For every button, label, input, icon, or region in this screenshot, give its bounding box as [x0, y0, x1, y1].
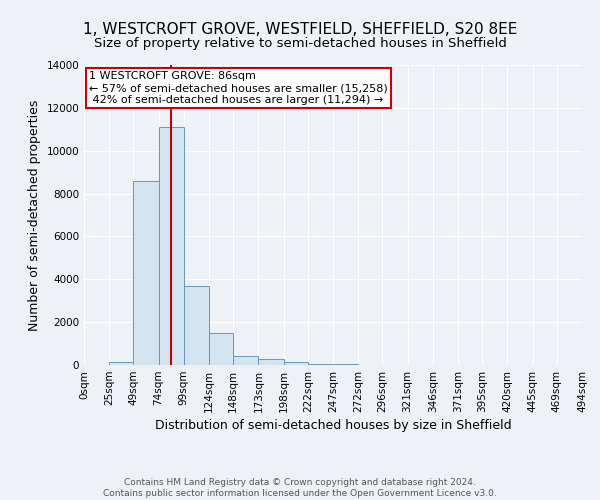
Bar: [209, 333, 233, 365]
Bar: [259, 358, 284, 365]
X-axis label: Distribution of semi-detached houses by size in Sheffield: Distribution of semi-detached houses by …: [155, 419, 511, 432]
Bar: [308, 364, 333, 365]
Bar: [109, 362, 133, 365]
Bar: [284, 362, 308, 365]
Bar: [333, 364, 358, 365]
Bar: [184, 286, 209, 365]
Bar: [133, 180, 158, 365]
Text: Size of property relative to semi-detached houses in Sheffield: Size of property relative to semi-detach…: [94, 38, 506, 51]
Text: Contains HM Land Registry data © Crown copyright and database right 2024.
Contai: Contains HM Land Registry data © Crown c…: [103, 478, 497, 498]
Bar: [233, 356, 259, 365]
Text: 1, WESTCROFT GROVE, WESTFIELD, SHEFFIELD, S20 8EE: 1, WESTCROFT GROVE, WESTFIELD, SHEFFIELD…: [83, 22, 517, 38]
Text: 1 WESTCROFT GROVE: 86sqm
← 57% of semi-detached houses are smaller (15,258)
 42%: 1 WESTCROFT GROVE: 86sqm ← 57% of semi-d…: [89, 72, 388, 104]
Y-axis label: Number of semi-detached properties: Number of semi-detached properties: [28, 100, 41, 330]
Bar: [158, 127, 184, 365]
